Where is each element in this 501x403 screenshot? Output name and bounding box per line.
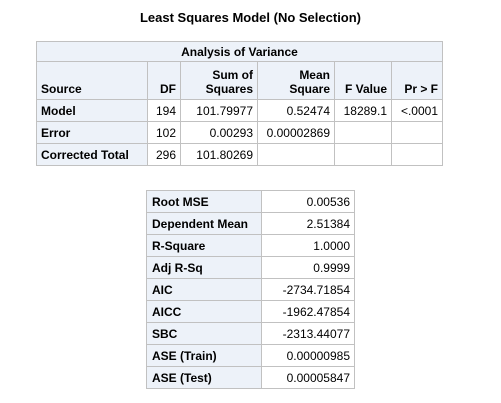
cell-df: 296 (147, 143, 181, 166)
table-row: Adj R-Sq 0.9999 (146, 256, 355, 279)
table-row: AICC -1962.47854 (146, 300, 355, 323)
header-ms-line1: Mean (299, 68, 330, 82)
header-ss-line2: Squares (205, 82, 253, 96)
fit-value: 0.00536 (261, 190, 355, 213)
cell-df: 102 (147, 121, 181, 144)
fit-value: -2313.44077 (261, 322, 355, 345)
fit-value: 0.9999 (261, 256, 355, 279)
cell-pr-f (391, 121, 443, 144)
fit-value: -1962.47854 (261, 300, 355, 323)
table-row: Root MSE 0.00536 (146, 190, 355, 213)
anova-header-row: Source DF Sum of Squares Mean Square F Val… (36, 61, 443, 100)
header-f-value: F Value (334, 61, 392, 100)
cell-ss: 0.00293 (180, 121, 258, 144)
cell-f-value: 18289.1 (334, 99, 392, 122)
fit-statistics-table: Root MSE 0.00536 Dependent Mean 2.51384 … (146, 190, 355, 389)
fit-label: AICC (146, 300, 262, 323)
table-row: Error 102 0.00293 0.00002869 (36, 121, 443, 144)
fit-label: ASE (Test) (146, 366, 262, 389)
page-title: Least Squares Model (No Selection) (139, 10, 362, 25)
header-ms-line2: Square (289, 82, 330, 96)
header-pr-f: Pr > F (391, 61, 443, 100)
cell-ss: 101.79977 (180, 99, 258, 122)
fit-value: -2734.71854 (261, 278, 355, 301)
row-source: Error (36, 121, 148, 144)
fit-label: ASE (Train) (146, 344, 262, 367)
fit-label: AIC (146, 278, 262, 301)
anova-caption: Analysis of Variance (36, 41, 443, 62)
cell-ms (257, 143, 335, 166)
fit-value: 1.0000 (261, 234, 355, 257)
fit-value: 2.51384 (261, 212, 355, 235)
fit-label: R-Square (146, 234, 262, 257)
cell-pr-f: <.0001 (391, 99, 443, 122)
cell-pr-f (391, 143, 443, 166)
fit-label: Adj R-Sq (146, 256, 262, 279)
fit-label: SBC (146, 322, 262, 345)
header-df: DF (147, 61, 181, 100)
table-row: ASE (Train) 0.00000985 (146, 344, 355, 367)
cell-ms: 0.00002869 (257, 121, 335, 144)
header-source: Source (36, 61, 148, 100)
fit-value: 0.00000985 (261, 344, 355, 367)
table-row: Model 194 101.79977 0.52474 18289.1 <.00… (36, 99, 443, 122)
cell-f-value (334, 143, 392, 166)
cell-ms: 0.52474 (257, 99, 335, 122)
cell-df: 194 (147, 99, 181, 122)
anova-caption-row: Analysis of Variance (36, 41, 443, 62)
table-row: R-Square 1.0000 (146, 234, 355, 257)
table-row: Dependent Mean 2.51384 (146, 212, 355, 235)
header-ss-line1: Sum of (212, 68, 253, 82)
header-sum-of-squares: Sum of Squares (180, 61, 258, 100)
fit-label: Dependent Mean (146, 212, 262, 235)
row-source: Corrected Total (36, 143, 148, 166)
fit-value: 0.00005847 (261, 366, 355, 389)
row-source: Model (36, 99, 148, 122)
fit-label: Root MSE (146, 190, 262, 213)
table-row: ASE (Test) 0.00005847 (146, 366, 355, 389)
table-row: AIC -2734.71854 (146, 278, 355, 301)
table-row: Corrected Total 296 101.80269 (36, 143, 443, 166)
cell-f-value (334, 121, 392, 144)
cell-ss: 101.80269 (180, 143, 258, 166)
header-mean-square: Mean Square (257, 61, 335, 100)
anova-table: Analysis of Variance Source DF Sum of Squ… (36, 41, 443, 166)
table-row: SBC -2313.44077 (146, 322, 355, 345)
